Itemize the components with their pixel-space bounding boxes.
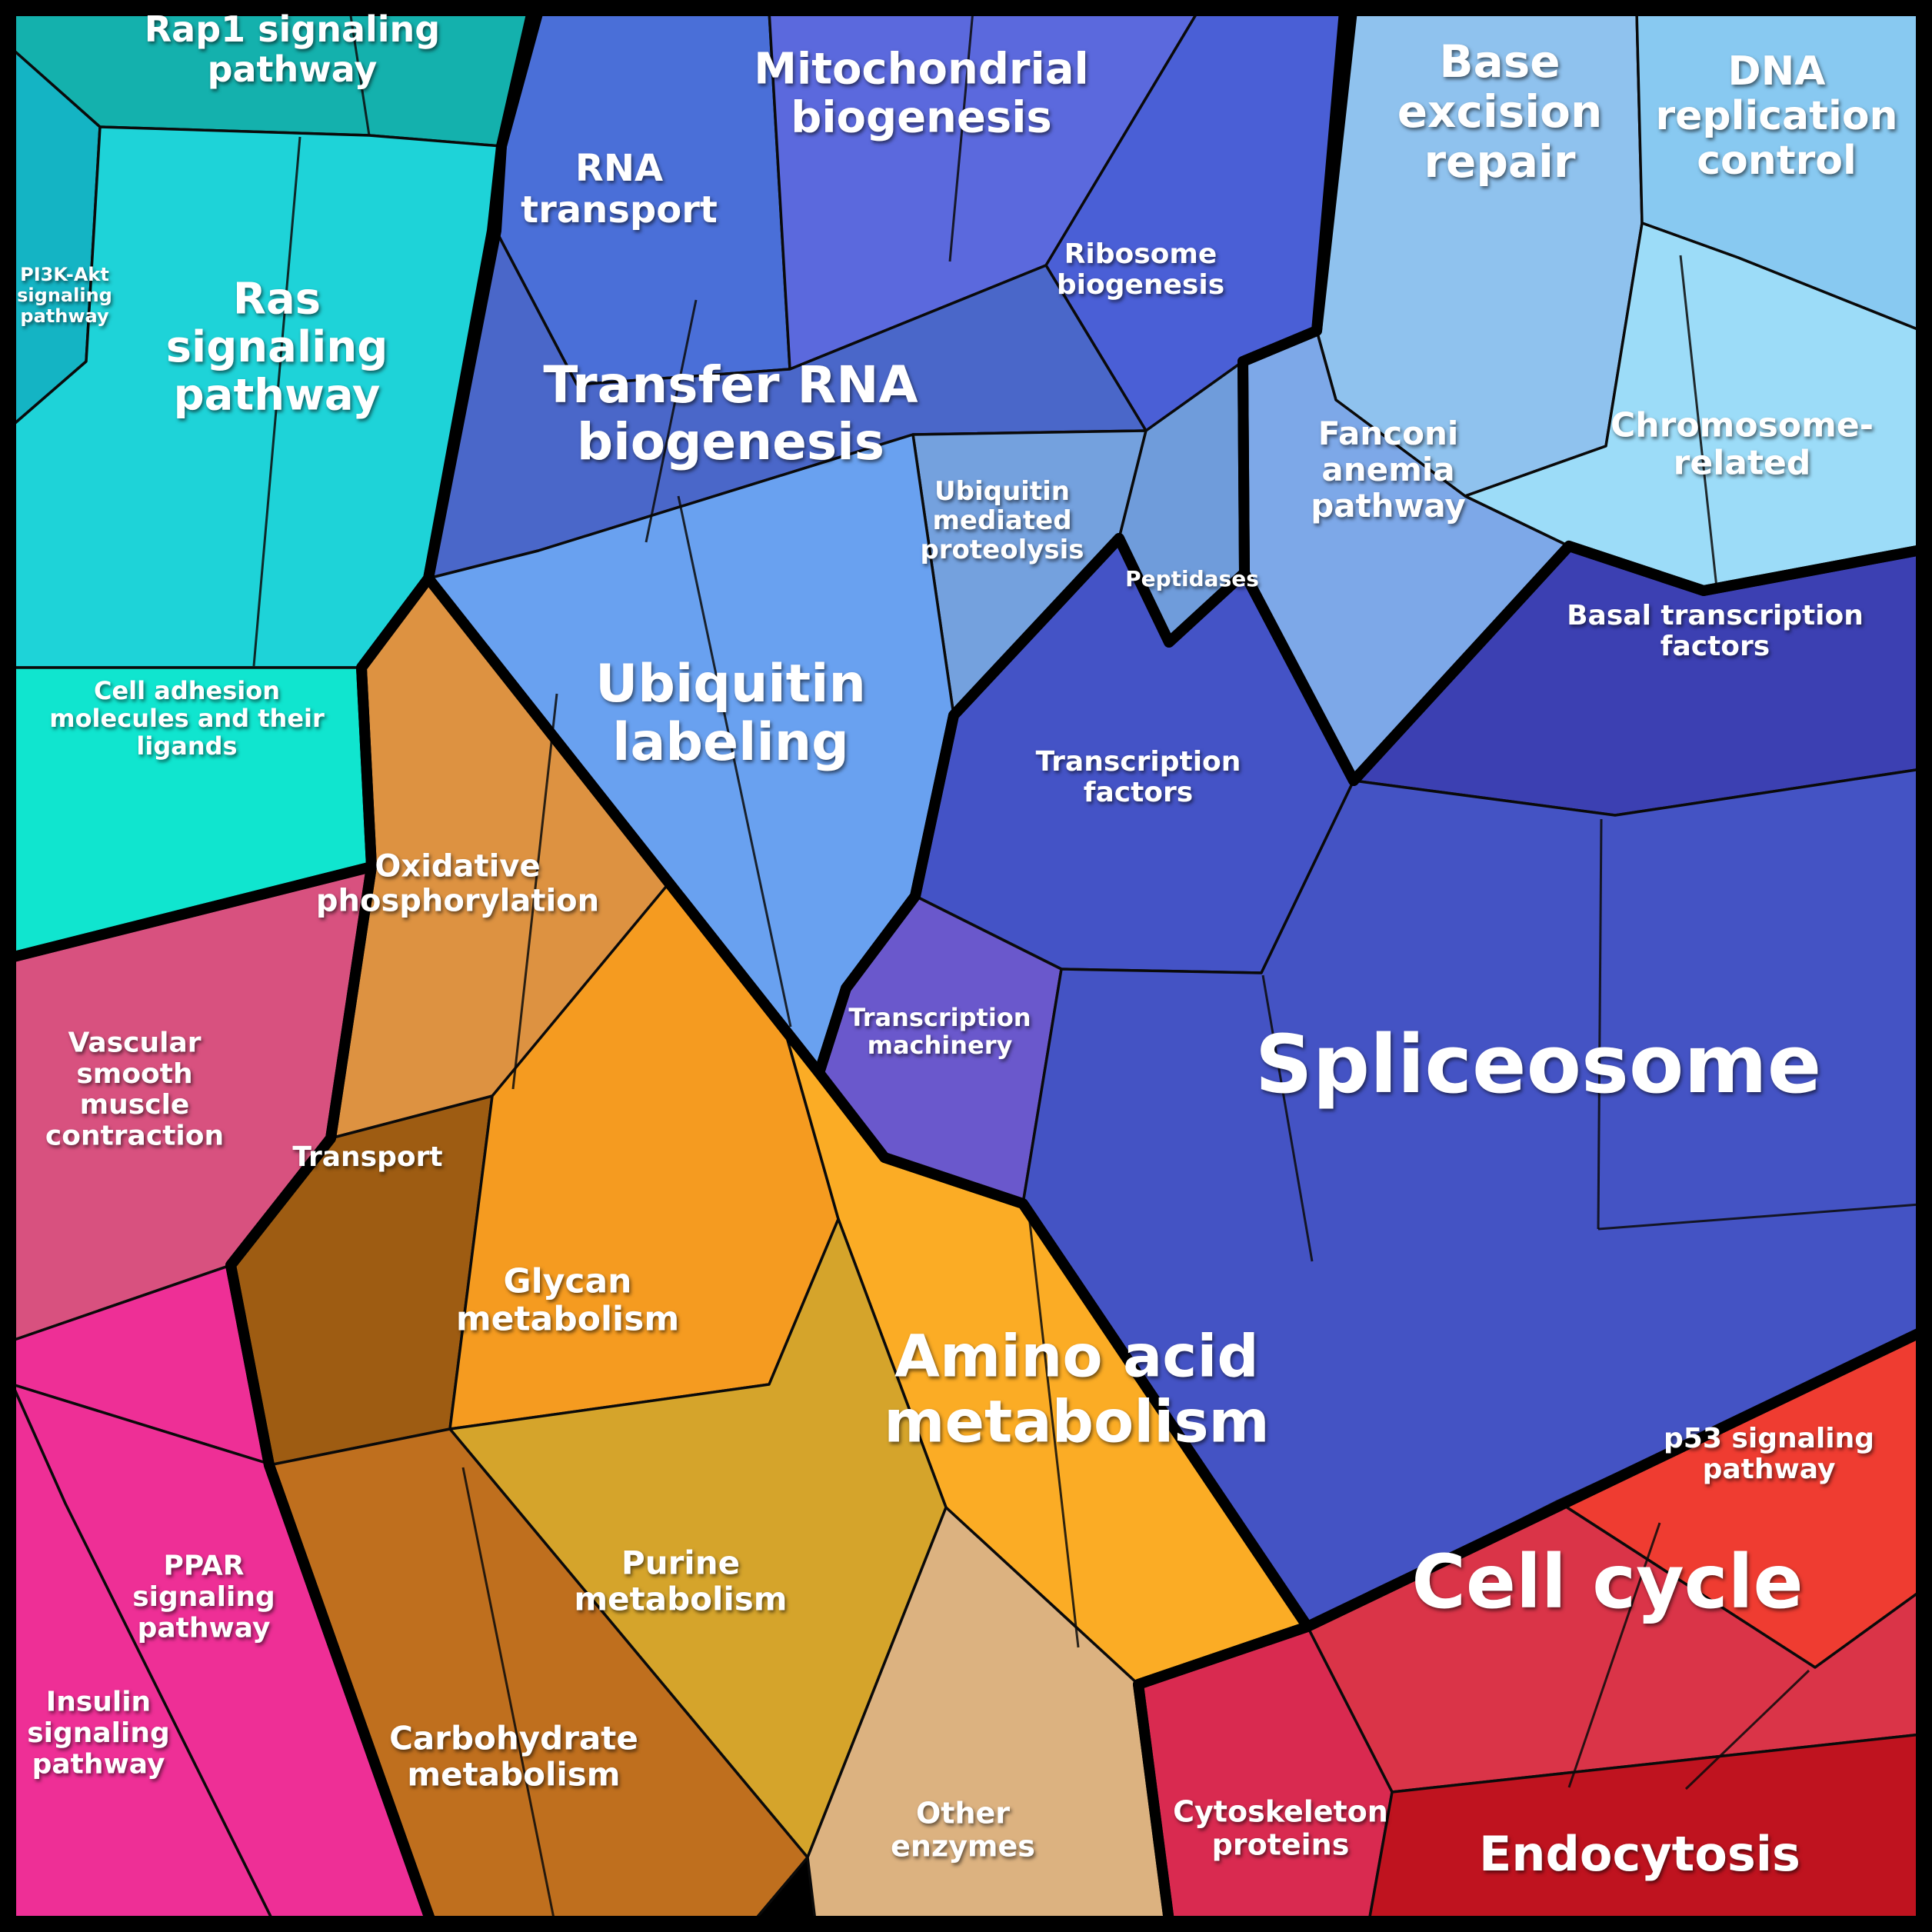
subcell-divider xyxy=(1261,974,1314,1262)
label-cell-cycle: Cell cycle xyxy=(1411,1539,1803,1625)
label-endocytosis: Endocytosis xyxy=(1479,1826,1800,1882)
subcell-divider xyxy=(1684,1669,1810,1790)
subcell-divider xyxy=(677,495,792,1028)
subcell-divider xyxy=(461,1467,555,1919)
label-spliceosome: Spliceosome xyxy=(1255,1018,1822,1111)
label-ribosome-biogenesis: Ribosome biogenesis xyxy=(1057,238,1224,301)
group-outline-transcription-indigo-group xyxy=(814,533,1927,1632)
label-amino-acid-metabolism: Amino acid metabolism xyxy=(884,1321,1270,1455)
label-fanconi-anemia-pathway: Fanconi anemia pathway xyxy=(1311,415,1466,525)
label-glycan-metabolism: Glycan metabolism xyxy=(456,1261,679,1338)
label-cell-adhesion-molecules: Cell adhesion molecules and their ligands xyxy=(49,676,325,761)
label-rap1-signaling-pathway: Rap1 signaling pathway xyxy=(145,8,441,90)
group-outline-cell-cycle-red-group xyxy=(1133,1327,1927,1927)
label-chromosome-related: Chromosome-related xyxy=(1611,405,1874,482)
label-ppar-signaling-pathway: PPAR signaling pathway xyxy=(132,1551,275,1644)
label-basal-transcription-factors: Basal transcription factors xyxy=(1567,600,1864,662)
label-pi3k-akt-signaling-pathway: PI3K-Akt signaling pathway xyxy=(17,264,112,327)
label-carbohydrate-metabolism: Carbohydrate metabolism xyxy=(389,1719,638,1793)
label-transcription-factors: Transcription factors xyxy=(1036,746,1241,808)
subcell-divider xyxy=(1567,1522,1661,1788)
label-vascular-smooth-muscle-contraction: Vascular smooth muscle contraction xyxy=(45,1028,224,1152)
label-transfer-rna-biogenesis: Transfer RNA biogenesis xyxy=(543,355,918,471)
subcell-divider xyxy=(645,299,698,543)
label-cytoskeleton-proteins: Cytoskeleton proteins xyxy=(1173,1795,1388,1862)
subcell-divider xyxy=(1597,1203,1920,1231)
label-other-enzymes: Other enzymes xyxy=(891,1797,1035,1864)
subcell-divider xyxy=(1679,255,1718,588)
group-outline-signaling-pink-magenta-group xyxy=(5,861,436,1927)
subcell-divider xyxy=(948,10,974,262)
label-ubiquitin-mediated-proteolysis: Ubiquitin mediated proteolysis xyxy=(920,476,1084,565)
label-transcription-machinery: Transcription machinery xyxy=(848,1003,1031,1060)
label-ras-signaling-pathway: Ras signaling pathway xyxy=(166,274,388,420)
label-p53-signaling-pathway: p53 signaling pathway xyxy=(1664,1423,1874,1485)
label-base-excision-repair: Base excision repair xyxy=(1397,35,1603,188)
subcell-divider xyxy=(1597,818,1603,1230)
label-purine-metabolism: Purine metabolism xyxy=(574,1544,787,1617)
label-ubiquitin-labeling: Ubiquitin labeling xyxy=(595,654,866,773)
subcell-divider xyxy=(511,693,558,1090)
label-rna-transport: RNA transport xyxy=(521,147,718,232)
subcell-divider xyxy=(1027,1208,1080,1648)
label-dna-replication-control: DNA replication control xyxy=(1655,48,1897,184)
label-insulin-signaling-pathway: Insulin signaling pathway xyxy=(27,1687,170,1780)
label-mitochondrial-biogenesis: Mitochondrial biogenesis xyxy=(754,45,1088,143)
subcell-divider xyxy=(252,136,301,667)
subcell-divider xyxy=(348,10,371,136)
label-transport: Transport xyxy=(292,1141,442,1173)
label-oxidative-phosphorylation: Oxidative phosphorylation xyxy=(316,849,599,919)
label-peptidases: Peptidases xyxy=(1125,566,1259,591)
